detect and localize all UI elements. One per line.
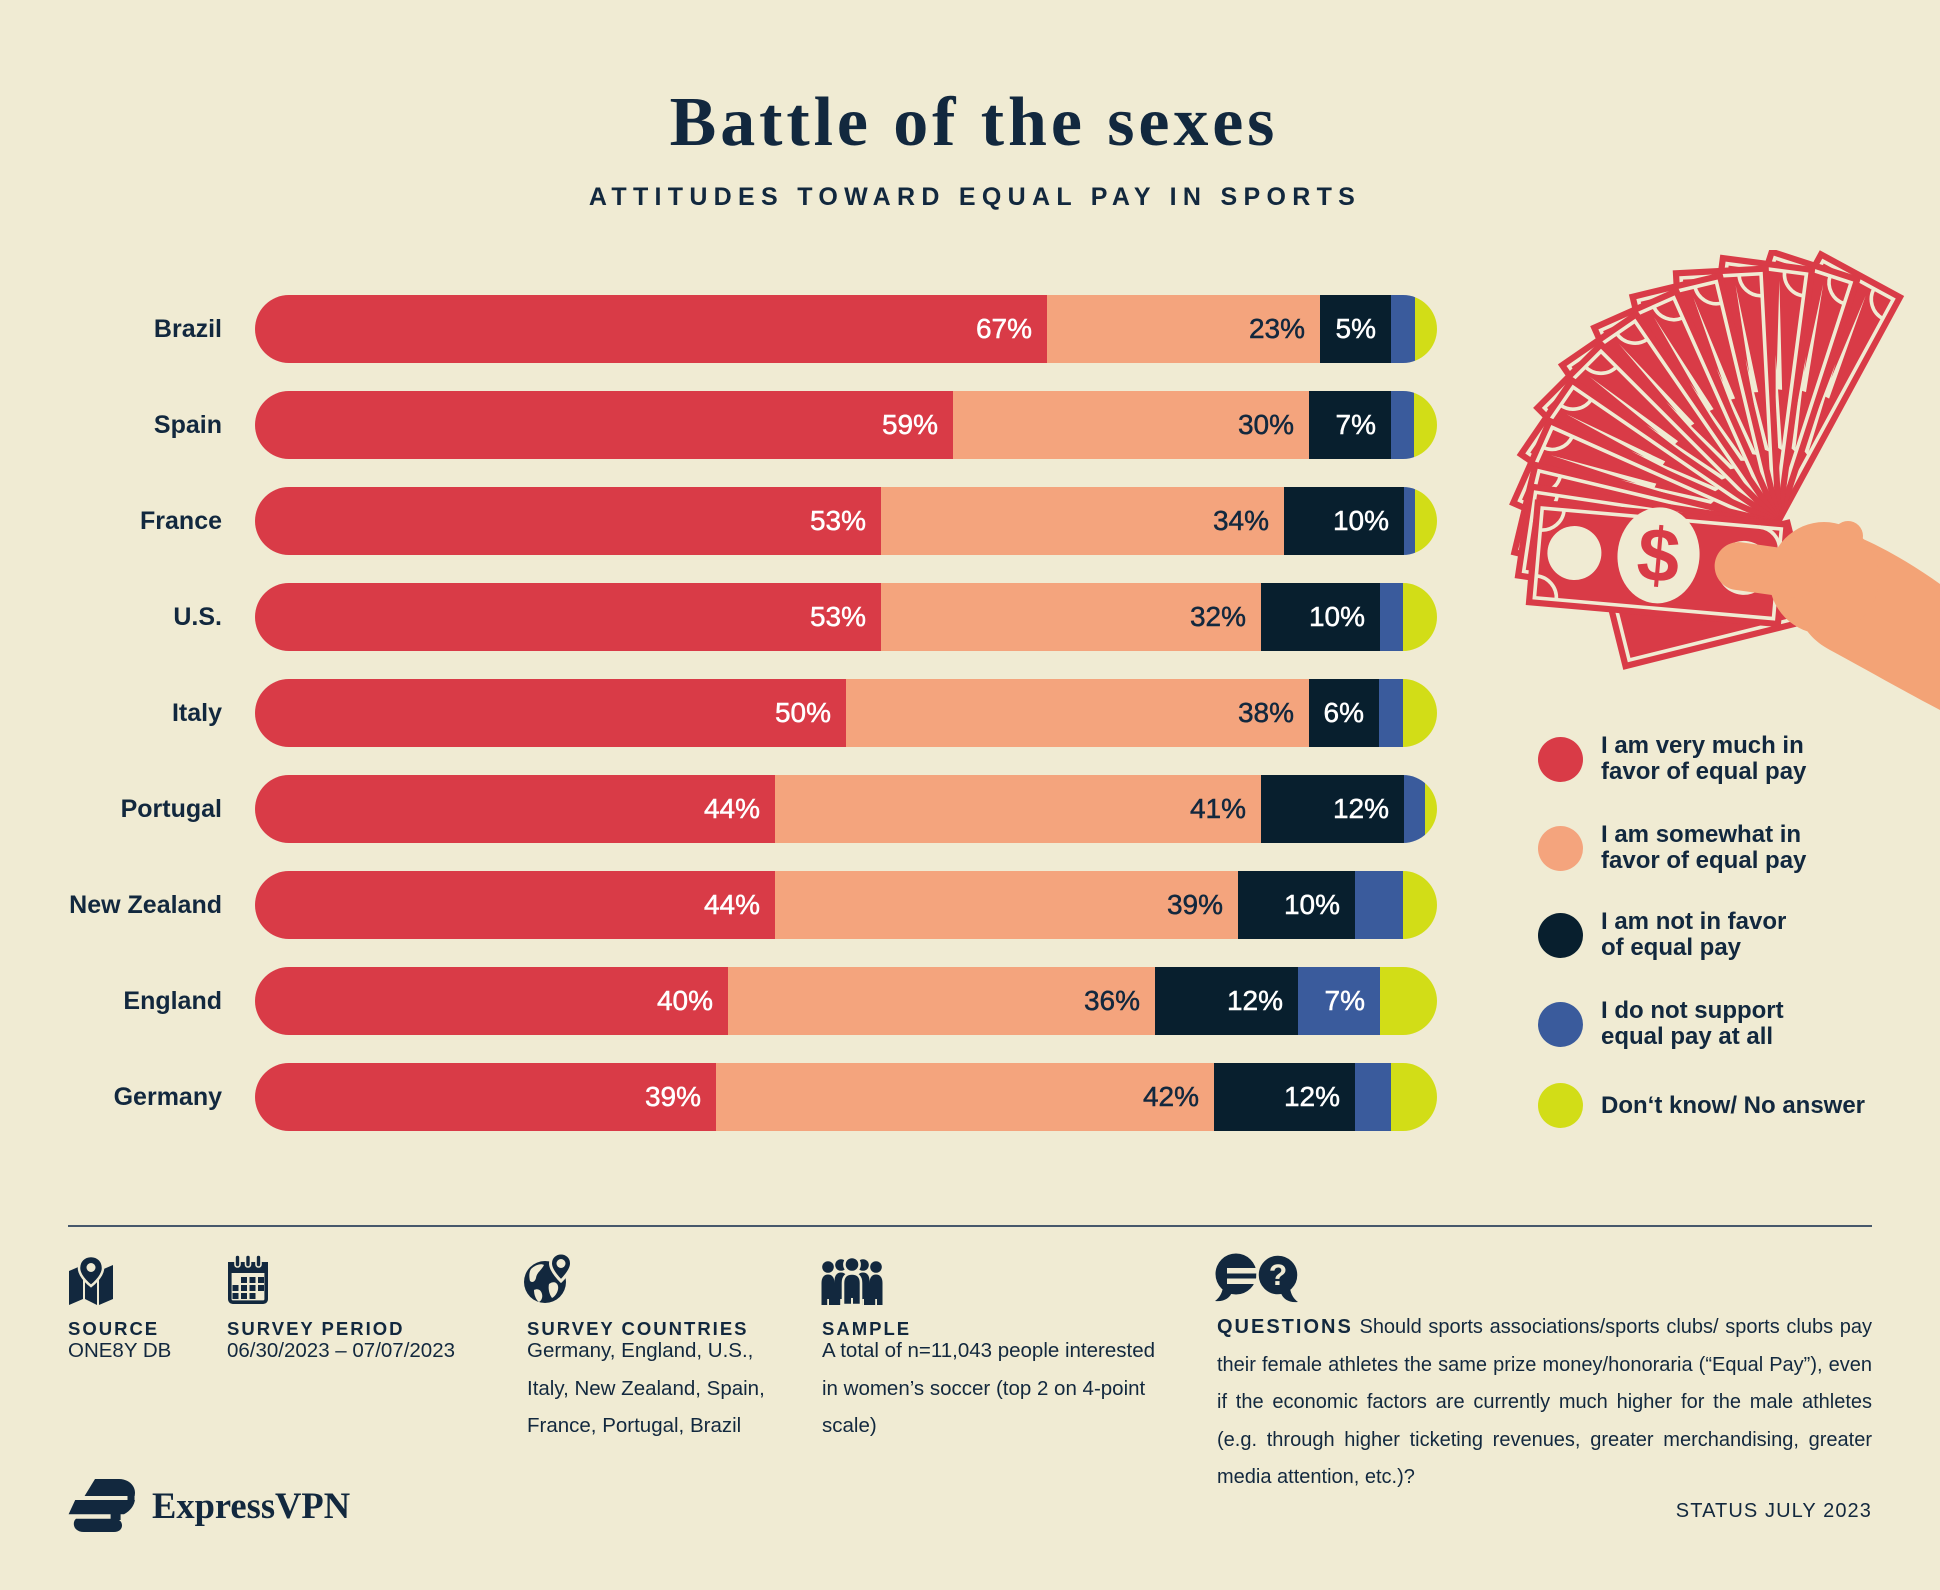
svg-text:?: ?	[1269, 1259, 1287, 1292]
svg-text:$: $	[1634, 512, 1684, 600]
